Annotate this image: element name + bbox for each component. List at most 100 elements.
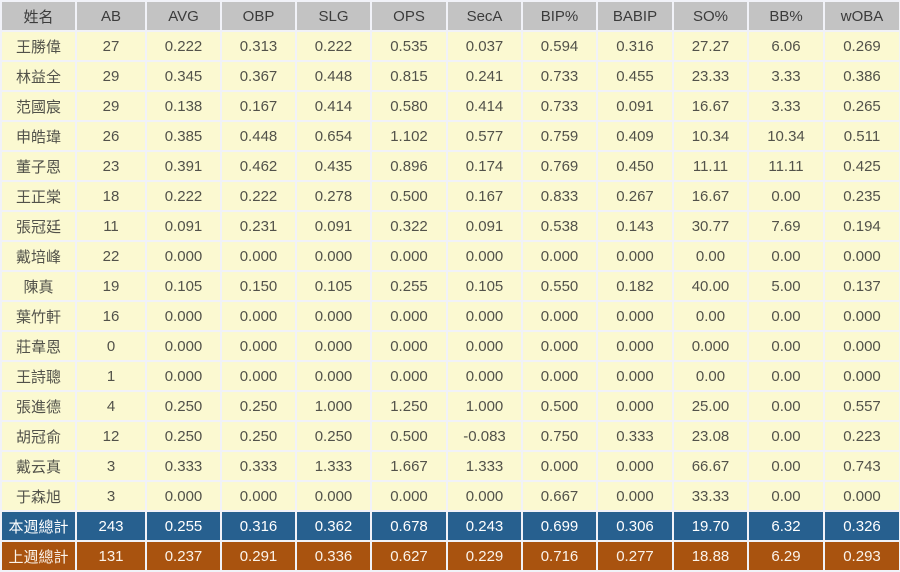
- stat-cell: 0.00: [747, 450, 825, 482]
- stat-cell: 0.316: [220, 510, 297, 542]
- stat-cell: 0.182: [596, 270, 674, 302]
- stat-cell: 0.137: [823, 270, 900, 302]
- total-last-week-row: 上週總計 131 0.237 0.291 0.336 0.627 0.229 0.716 0.2…: [0, 540, 900, 572]
- stat-cell: 0.654: [295, 120, 372, 152]
- stat-cell: 0.716: [521, 540, 598, 572]
- stat-cell: 0.00: [747, 480, 825, 512]
- stat-cell: 0.00: [747, 240, 825, 272]
- stat-cell: 0.000: [672, 330, 749, 362]
- stat-cell: 11.11: [672, 150, 749, 182]
- column-header-name: 姓名: [0, 0, 77, 32]
- stat-cell: 0.000: [220, 300, 297, 332]
- stat-cell: 0.222: [145, 180, 222, 212]
- stat-cell: 0.00: [672, 360, 749, 392]
- stat-cell: 0.000: [596, 240, 674, 272]
- stat-cell: 131: [75, 540, 147, 572]
- stat-cell: 0.269: [823, 30, 900, 62]
- stat-cell: 0.326: [823, 510, 900, 542]
- player-name-cell: 莊韋恩: [0, 330, 77, 362]
- stat-cell: 0.143: [596, 210, 674, 242]
- stat-cell: 29: [75, 60, 147, 92]
- stat-cell: 10.34: [747, 120, 825, 152]
- stat-cell: 0.00: [672, 240, 749, 272]
- stat-cell: 0.333: [596, 420, 674, 452]
- stat-cell: 3.33: [747, 90, 825, 122]
- stat-cell: 0.557: [823, 390, 900, 422]
- stat-cell: 0.000: [145, 330, 222, 362]
- stat-cell: 0.091: [295, 210, 372, 242]
- stat-cell: 0.222: [295, 30, 372, 62]
- stat-cell: 4: [75, 390, 147, 422]
- column-header-seca: SecA: [446, 0, 523, 32]
- stat-cell: 0.277: [596, 540, 674, 572]
- column-header-bippct: BIP%: [521, 0, 598, 32]
- stat-cell: 0.414: [446, 90, 523, 122]
- stat-cell: 0.316: [596, 30, 674, 62]
- stat-cell: 12: [75, 420, 147, 452]
- stat-cell: 0.278: [295, 180, 372, 212]
- stat-cell: 0.362: [295, 510, 372, 542]
- stat-cell: 0.538: [521, 210, 598, 242]
- player-row: 董子恩 23 0.391 0.462 0.435 0.896 0.174 0.769 0.450…: [0, 150, 900, 182]
- stat-cell: 0.00: [747, 180, 825, 212]
- player-row: 莊韋恩 0 0.000 0.000 0.000 0.000 0.000 0.000 0.000 0…: [0, 330, 900, 362]
- table-body: 王勝偉 27 0.222 0.313 0.222 0.535 0.037 0.594 0.316…: [0, 30, 900, 572]
- stat-cell: 0.091: [145, 210, 222, 242]
- stat-cell: 11: [75, 210, 147, 242]
- stat-cell: 0.00: [747, 390, 825, 422]
- stat-cell: 0.594: [521, 30, 598, 62]
- stat-cell: 18: [75, 180, 147, 212]
- stat-cell: 0.255: [145, 510, 222, 542]
- stat-cell: 0.000: [220, 330, 297, 362]
- stat-cell: 18.88: [672, 540, 749, 572]
- stat-cell: 0.000: [295, 240, 372, 272]
- stat-cell: 0.000: [370, 330, 448, 362]
- stat-cell: 29: [75, 90, 147, 122]
- player-name-cell: 胡冠俞: [0, 420, 77, 452]
- stat-cell: 40.00: [672, 270, 749, 302]
- player-row: 戴云真 3 0.333 0.333 1.333 1.667 1.333 0.000 0.000 6…: [0, 450, 900, 482]
- stat-cell: 0.167: [220, 90, 297, 122]
- player-row: 范國宸 29 0.138 0.167 0.414 0.580 0.414 0.733 0.091…: [0, 90, 900, 122]
- stat-cell: 0.000: [521, 360, 598, 392]
- stat-cell: 0.000: [596, 300, 674, 332]
- stat-cell: 0.241: [446, 60, 523, 92]
- player-row: 張進德 4 0.250 0.250 1.000 1.250 1.000 0.500 0.000 2…: [0, 390, 900, 422]
- stat-cell: 0.000: [370, 240, 448, 272]
- total-label-cell: 本週總計: [0, 510, 77, 542]
- player-row: 林益全 29 0.345 0.367 0.448 0.815 0.241 0.733 0.455…: [0, 60, 900, 92]
- stat-cell: 6.29: [747, 540, 825, 572]
- stat-cell: 0.386: [823, 60, 900, 92]
- stat-cell: 30.77: [672, 210, 749, 242]
- stat-cell: 0.306: [596, 510, 674, 542]
- stat-cell: 0.000: [145, 480, 222, 512]
- stat-cell: 0.222: [145, 30, 222, 62]
- player-row: 戴培峰 22 0.000 0.000 0.000 0.000 0.000 0.000 0.000…: [0, 240, 900, 272]
- stat-cell: 1.000: [446, 390, 523, 422]
- stat-cell: 22: [75, 240, 147, 272]
- player-name-cell: 申皓瑋: [0, 120, 77, 152]
- stat-cell: 0.833: [521, 180, 598, 212]
- player-name-cell: 葉竹軒: [0, 300, 77, 332]
- stat-cell: 0.550: [521, 270, 598, 302]
- stat-cell: 0.333: [145, 450, 222, 482]
- stat-cell: 0.743: [823, 450, 900, 482]
- stat-cell: 16: [75, 300, 147, 332]
- stat-cell: 0.235: [823, 180, 900, 212]
- stat-cell: 0.00: [672, 300, 749, 332]
- column-header-woba: wOBA: [823, 0, 900, 32]
- stat-cell: 0.313: [220, 30, 297, 62]
- stat-cell: 0.535: [370, 30, 448, 62]
- stat-cell: 16.67: [672, 90, 749, 122]
- stat-cell: 0.000: [370, 360, 448, 392]
- player-name-cell: 林益全: [0, 60, 77, 92]
- stat-cell: 0.385: [145, 120, 222, 152]
- stat-cell: 1.333: [446, 450, 523, 482]
- stat-cell: 0.815: [370, 60, 448, 92]
- player-name-cell: 戴培峰: [0, 240, 77, 272]
- stat-cell: 0.293: [823, 540, 900, 572]
- stat-cell: 0.627: [370, 540, 448, 572]
- stat-cell: 0.435: [295, 150, 372, 182]
- stat-cell: 0.000: [823, 360, 900, 392]
- stat-cell: 0.000: [446, 300, 523, 332]
